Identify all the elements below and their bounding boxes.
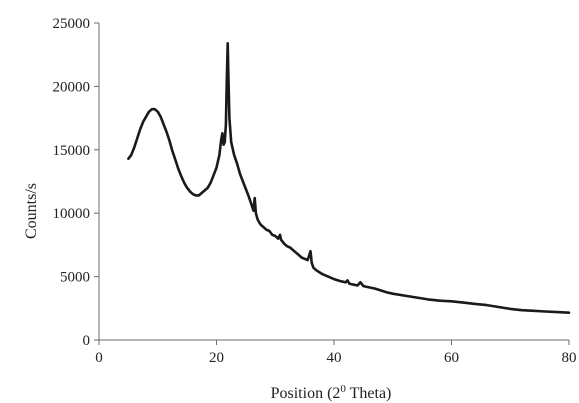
y-tick-label: 0 bbox=[83, 333, 91, 349]
x-tick-label: 40 bbox=[327, 350, 342, 366]
y-tick-label: 25000 bbox=[53, 16, 91, 32]
x-tick-label: 60 bbox=[444, 350, 459, 366]
y-axis-title: Counts/s bbox=[23, 183, 40, 239]
y-tick-label: 10000 bbox=[53, 206, 91, 222]
x-tick-label: 80 bbox=[562, 350, 577, 366]
xrd-pattern-line bbox=[127, 42, 571, 314]
x-tick-label: 20 bbox=[209, 350, 224, 366]
x-axis-title-main: Position (2 bbox=[271, 385, 341, 402]
x-axis-title-tail: Theta) bbox=[346, 385, 391, 402]
x-tick-label: 0 bbox=[95, 350, 103, 366]
axes bbox=[98, 23, 569, 341]
x-axis-title-superscript: 0 bbox=[340, 383, 346, 395]
y-tick-label: 20000 bbox=[53, 79, 91, 95]
y-axis-ticks: 0 5000 10000 15000 20000 25000 bbox=[53, 16, 99, 349]
y-tick-label: 5000 bbox=[60, 270, 90, 286]
y-tick-label: 15000 bbox=[53, 143, 91, 159]
x-axis-ticks: 0 20 40 60 80 bbox=[95, 340, 577, 366]
x-axis-title: Position (20 Theta) bbox=[271, 383, 392, 402]
